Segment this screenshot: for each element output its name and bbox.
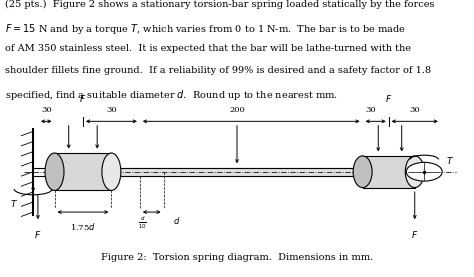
Text: $F$: $F$: [411, 229, 419, 240]
Text: $T$: $T$: [10, 198, 18, 209]
Text: (25 pts.)  Figure 2 shows a stationary torsion-bar spring loaded statically by t: (25 pts.) Figure 2 shows a stationary to…: [5, 0, 434, 9]
Text: $\frac{d}{10}$: $\frac{d}{10}$: [138, 215, 146, 231]
Ellipse shape: [45, 153, 64, 191]
Text: $F = 15$ N and by a torque $T$, which varies from 0 to 1 N-m.  The bar is to be : $F = 15$ N and by a torque $T$, which va…: [5, 22, 406, 36]
Ellipse shape: [102, 153, 121, 191]
Ellipse shape: [405, 156, 424, 188]
Text: $F$: $F$: [79, 93, 87, 104]
Text: 30: 30: [106, 106, 117, 114]
Text: $d$: $d$: [173, 215, 181, 226]
Polygon shape: [111, 168, 379, 176]
Text: of AM 350 stainless steel.  It is expected that the bar will be lathe-turned wit: of AM 350 stainless steel. It is expecte…: [5, 44, 411, 53]
Text: $T$: $T$: [446, 155, 454, 166]
Ellipse shape: [353, 156, 372, 188]
Text: 30: 30: [410, 106, 420, 114]
Text: 30: 30: [41, 106, 52, 114]
Polygon shape: [415, 168, 424, 176]
Text: 30: 30: [365, 106, 376, 114]
Ellipse shape: [406, 162, 442, 181]
Bar: [363, 156, 415, 188]
Text: $F$: $F$: [385, 93, 392, 104]
Text: 1.75$d$: 1.75$d$: [70, 221, 96, 232]
Text: Figure 2:  Torsion spring diagram.  Dimensions in mm.: Figure 2: Torsion spring diagram. Dimens…: [101, 253, 373, 262]
Text: 200: 200: [229, 106, 245, 114]
Text: $F$: $F$: [34, 229, 42, 240]
Bar: [55, 153, 111, 191]
Text: specified, find a suitable diameter $d$.  Round up to the nearest mm.: specified, find a suitable diameter $d$.…: [5, 88, 337, 102]
Text: shoulder fillets fine ground.  If a reliability of 99% is desired and a safety f: shoulder fillets fine ground. If a relia…: [5, 66, 431, 75]
